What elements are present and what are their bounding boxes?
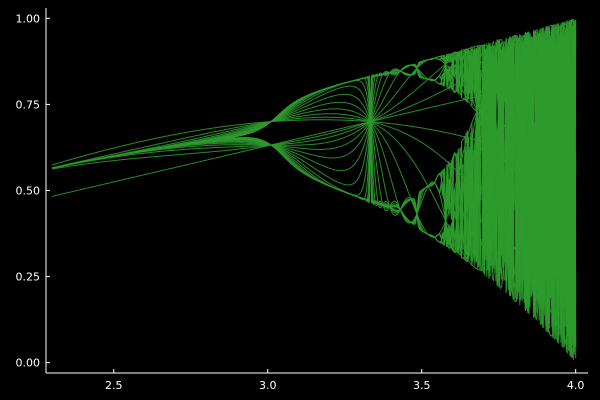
plot-area <box>52 17 577 361</box>
y-tick-label: 0.50 <box>16 185 41 198</box>
series-line <box>52 25 577 351</box>
y-ticks: 0.00 0.25 0.50 0.75 1.00 <box>16 12 50 370</box>
y-tick-label: 0.00 <box>16 357 41 370</box>
x-ticks: 2.5 3.0 3.5 4.0 <box>105 369 584 392</box>
x-tick-label: 4.0 <box>567 379 585 392</box>
x-tick-label: 2.5 <box>105 379 123 392</box>
y-tick-label: 0.25 <box>16 271 41 284</box>
x-tick-label: 3.5 <box>413 379 431 392</box>
y-tick-label: 1.00 <box>16 12 41 25</box>
y-tick-label: 0.75 <box>16 98 41 111</box>
x-tick-label: 3.0 <box>259 379 277 392</box>
